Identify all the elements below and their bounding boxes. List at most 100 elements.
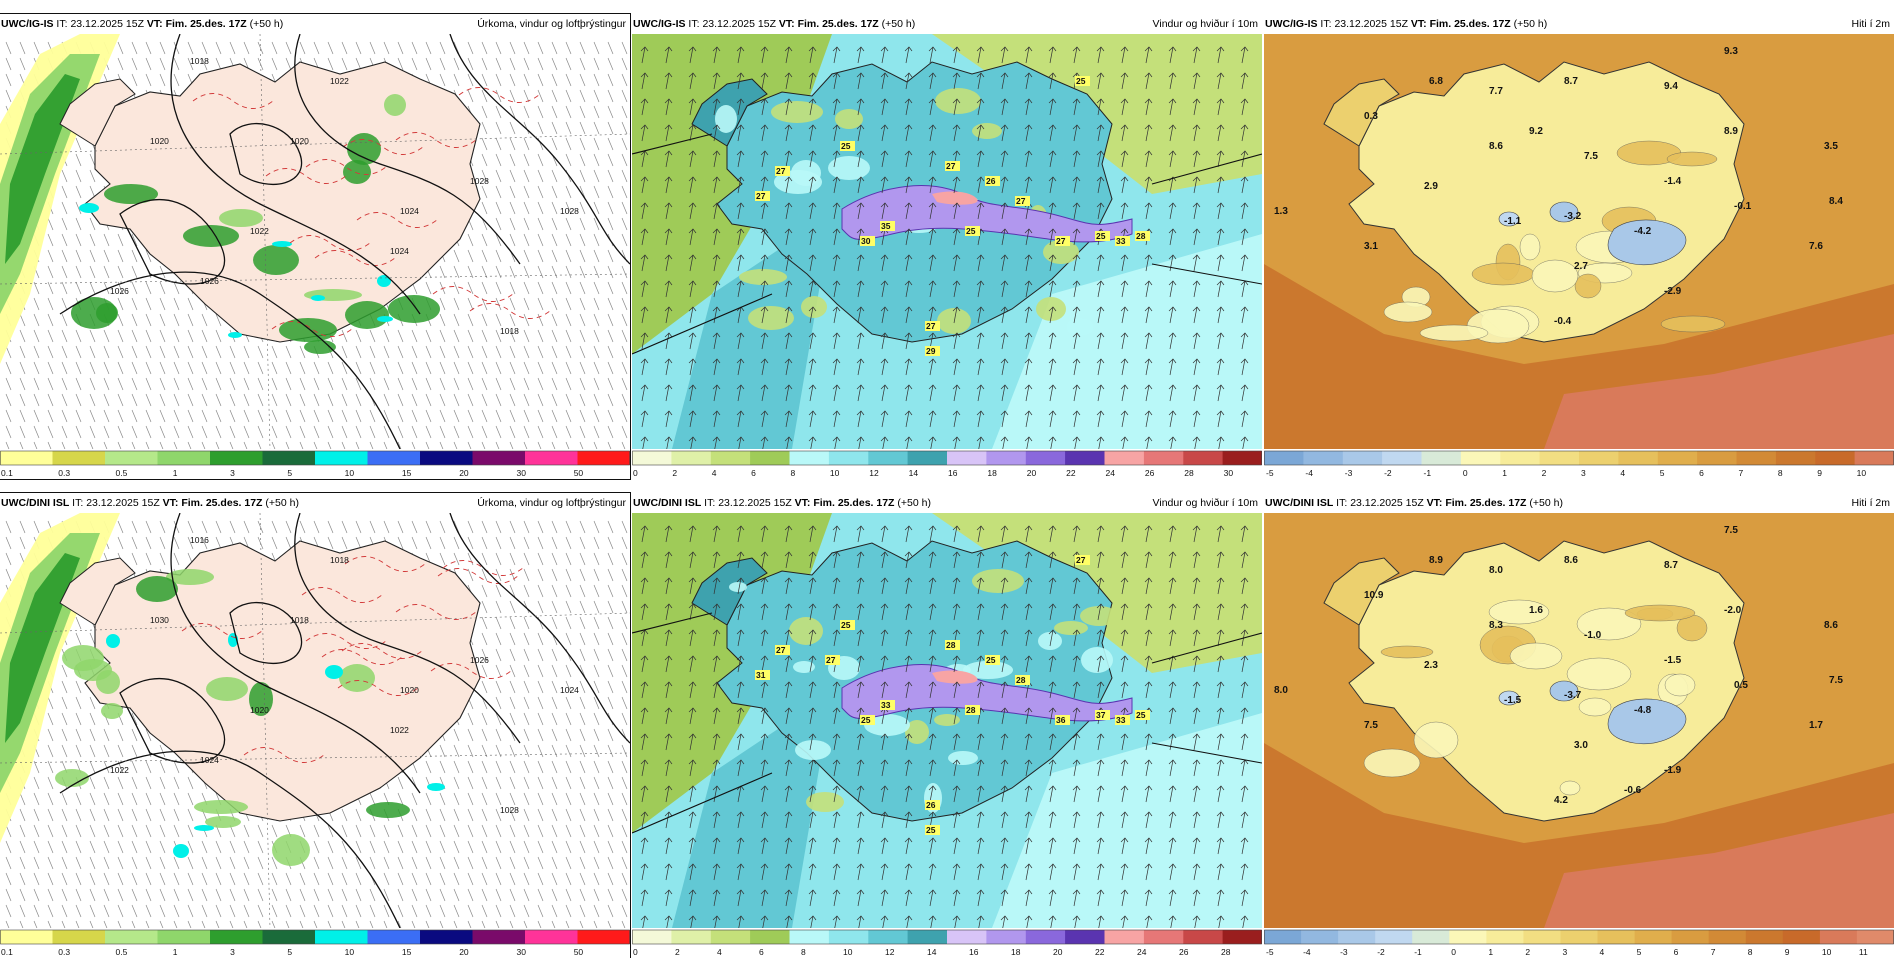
temperature-value: -3.2 <box>1564 211 1582 222</box>
isobar-label: 1028 <box>470 176 489 186</box>
temperature-value: -1.0 <box>1584 630 1602 641</box>
precip-cell <box>101 703 123 719</box>
legend-swatch <box>1460 451 1501 465</box>
legend-swatch <box>0 451 53 465</box>
gust-label-box <box>1015 196 1030 206</box>
lead-time: (+50 h) <box>1513 18 1548 30</box>
temperature-map: 9.3 6.8 7.7 8.7 9.4 0.3 9.2 8.6 7.5 8.9 3.5 2.9 -1.4… <box>1264 34 1894 449</box>
gust-label: 31 <box>756 670 766 680</box>
legend-swatch <box>750 451 790 465</box>
legend-swatch <box>828 451 869 465</box>
legend-tick-label: 16 <box>969 947 979 957</box>
panel-header: UWC/IG-IS IT: 23.12.2025 15Z VT: Fim. 25… <box>1264 14 1894 34</box>
sea-warmest <box>1544 813 1894 928</box>
gust-label-box <box>1115 236 1130 246</box>
temperature-area <box>1664 673 1696 697</box>
legend-tick-label: -5 <box>1266 947 1274 957</box>
gust-label: 26 <box>926 800 936 810</box>
wind-map: 27 25 27 28 25 28 31 25 33 28 36 37 33 25 26 25 27 <box>632 513 1262 928</box>
legend-tick-label: 0.3 <box>58 947 70 957</box>
glacier-cold-area <box>1498 211 1520 227</box>
gust-label-box <box>840 141 855 151</box>
gust-label-box <box>1075 76 1090 86</box>
legend-swatch <box>367 930 421 944</box>
legend-swatch <box>1342 451 1383 465</box>
legend-tick-label: 24 <box>1137 947 1147 957</box>
legend-tick-label: 20 <box>1027 468 1037 478</box>
legend-tick-label: 10 <box>1857 468 1867 478</box>
isobar-label: 1016 <box>190 535 209 545</box>
legend-frame <box>1264 929 1894 945</box>
isobar-label: 1018 <box>500 326 519 336</box>
precip-cell <box>79 203 99 213</box>
precip-cell <box>249 682 273 716</box>
precip-cell <box>377 275 391 287</box>
legend-tick-label: 9 <box>1785 947 1790 957</box>
temperature-value: -3.7 <box>1564 690 1582 701</box>
legend-tick-label: 30 <box>517 947 527 957</box>
gust-max-area <box>932 670 978 684</box>
gust-label-box <box>825 655 840 665</box>
temperature-value: 7.5 <box>1364 720 1378 731</box>
legend-tick-label: -4 <box>1305 468 1313 478</box>
wind-cell <box>801 296 827 318</box>
gust-label-box <box>925 825 940 835</box>
legend-swatch <box>577 451 630 465</box>
temperature-contour <box>344 556 426 572</box>
legend-swatch <box>0 930 53 944</box>
temperature-value: 10.9 <box>1364 590 1384 601</box>
lead-time: (+50 h) <box>265 497 299 509</box>
temperature-value: 9.3 <box>1724 46 1738 57</box>
precip-cell <box>366 802 410 818</box>
model-name: UWC/DINI ISL <box>1 497 70 509</box>
legend-swatch <box>947 451 987 465</box>
temperature-contour <box>271 321 353 337</box>
model-name: UWC/DINI ISL <box>633 497 702 509</box>
gust-label-box <box>1015 675 1030 685</box>
precip-cell <box>347 133 381 165</box>
gust-label-box <box>1095 710 1110 720</box>
westfjords-land <box>1323 78 1400 147</box>
gust-label-box <box>965 705 980 715</box>
gust-label-box <box>925 800 940 810</box>
legend-swatch <box>1815 451 1856 465</box>
temperature-value: -1.1 <box>1504 216 1522 227</box>
legend-swatch <box>525 930 578 944</box>
temperature-value: 8.0 <box>1489 565 1503 576</box>
legend-tick-label: 20 <box>459 947 469 957</box>
panel-dini-precip: UWC/DINI ISL IT: 23.12.2025 15Z VT: Fim.… <box>0 492 631 958</box>
wind-field-mid <box>992 234 1262 449</box>
temperature-contour <box>192 93 274 109</box>
legend-tick-label: 3 <box>230 947 235 957</box>
temperature-area <box>1419 324 1489 342</box>
legend-tick-label: 8 <box>801 947 806 957</box>
precip-cell <box>206 677 248 701</box>
glacier-cold-area <box>1498 690 1520 706</box>
isobar-label: 1022 <box>390 725 409 735</box>
panel-ig-precip: UWC/IG-IS IT: 23.12.2025 15Z VT: Fim. 25… <box>0 13 631 480</box>
temperature-value: 8.3 <box>1489 620 1503 631</box>
precip-cell <box>345 301 389 329</box>
lead-time: (+50 h) <box>249 18 284 30</box>
temperature-area <box>1488 599 1550 625</box>
legend-frame <box>632 450 1262 466</box>
legend-tick-label: -2 <box>1384 468 1392 478</box>
temperature-contour <box>342 139 424 155</box>
isobar-label: 1026 <box>110 286 129 296</box>
legend-tick-label: -3 <box>1345 468 1353 478</box>
precip-cell <box>272 834 310 866</box>
legend-swatch <box>1560 930 1599 944</box>
temperature-value: 8.9 <box>1724 126 1738 137</box>
legend-tick-label: 4 <box>717 947 722 957</box>
westfjords-land <box>59 78 136 147</box>
legend-swatch <box>210 451 263 465</box>
init-time: 23.12.2025 15Z <box>702 18 776 30</box>
isobar-label: 1028 <box>560 206 579 216</box>
panel-header: UWC/IG-IS IT: 23.12.2025 15Z VT: Fim. 25… <box>0 14 630 34</box>
precip-cell <box>183 225 239 247</box>
temperature-area <box>1574 273 1602 299</box>
temperature-value: 3.1 <box>1364 241 1378 252</box>
precip-cell <box>136 576 178 602</box>
temperature-area <box>1660 315 1726 333</box>
isobar-label: 1020 <box>150 136 169 146</box>
